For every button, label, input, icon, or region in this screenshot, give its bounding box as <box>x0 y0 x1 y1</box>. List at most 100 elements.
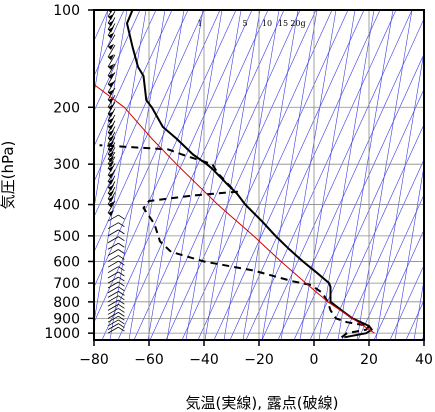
wind-barb-flag <box>108 13 114 20</box>
wind-barb-shaft <box>107 44 116 58</box>
wind-barb-flag <box>108 81 114 88</box>
wind-barb <box>107 34 116 50</box>
wind-barb <box>107 308 125 315</box>
wind-barb-flag <box>108 178 114 185</box>
y-tick-label: 400 <box>53 198 80 214</box>
wind-barb-flag <box>108 72 114 79</box>
wind-barb-flag <box>108 156 114 163</box>
wind-barb <box>107 260 125 268</box>
wind-barb-flag <box>108 54 114 61</box>
background-isoline <box>94 10 141 112</box>
background-isoline <box>165 10 317 340</box>
wind-barb-feather <box>118 308 125 313</box>
wind-barb <box>107 44 116 61</box>
mixing-ratio-labels: 1 5 10 15 20g <box>197 19 305 28</box>
wind-barb <box>107 54 116 70</box>
background-isoline <box>94 10 237 324</box>
wind-barb-shaft <box>107 315 119 323</box>
wind-barb-shaft <box>107 255 119 262</box>
y-tick-label: 700 <box>53 276 80 292</box>
wind-barb-shaft <box>107 326 119 334</box>
x-tick-label: −40 <box>189 352 219 368</box>
y-axis-title: 気圧(hPa) <box>0 141 17 210</box>
wind-barb <box>107 323 125 330</box>
wind-barb-feather <box>118 319 125 325</box>
background-isoline <box>261 10 318 340</box>
wind-barb-feather <box>118 299 125 305</box>
wind-barb <box>107 303 125 311</box>
wind-barb-feather <box>118 286 125 292</box>
wind-barb-flag <box>108 135 114 142</box>
wind-barb-flag <box>108 151 114 158</box>
y-tick-label: 200 <box>53 100 80 116</box>
background-isoline <box>185 10 242 340</box>
background-isoline <box>357 194 424 340</box>
wind-barb-shaft <box>107 236 119 244</box>
wind-barb <box>107 315 125 323</box>
background-isoline <box>197 10 349 340</box>
wind-barb-shaft <box>107 291 119 298</box>
wind-barb-flag <box>108 161 114 168</box>
wind-barb <box>107 281 125 289</box>
mixing-ratio-label: 5 <box>242 19 247 28</box>
background-isoline <box>223 10 280 340</box>
wind-barb-feather <box>118 242 125 248</box>
x-tick-label: 0 <box>310 352 319 368</box>
wind-barb <box>107 291 125 298</box>
background-isoline <box>128 10 185 340</box>
wind-barb <box>107 271 125 279</box>
wind-barb-shaft <box>107 214 119 222</box>
background-isoline <box>394 164 424 340</box>
wind-barb <box>107 255 125 262</box>
background-isoline <box>101 10 253 340</box>
background-isoline <box>375 50 424 340</box>
wind-barb-flag <box>108 89 114 96</box>
y-tick-label: 500 <box>53 229 80 245</box>
wind-barb-shaft <box>107 72 116 85</box>
wind-barb <box>107 236 125 244</box>
gridlines <box>94 10 424 340</box>
wind-barb-feather <box>118 323 125 328</box>
x-tick-label: 40 <box>415 352 433 368</box>
background-isoline <box>337 10 394 340</box>
wind-barb-feather <box>118 291 125 296</box>
mixing-ratio-label: 10 <box>262 19 272 28</box>
wind-barb-flag <box>108 63 114 70</box>
wind-barb <box>107 286 125 294</box>
wind-barb-feather <box>118 222 125 228</box>
wind-barb-shaft <box>107 266 119 274</box>
wind-barb <box>107 319 125 327</box>
wind-barb <box>107 242 125 250</box>
y-tick-label: 800 <box>53 295 80 311</box>
background-isoline <box>117 10 269 340</box>
mixing-ratio-label: 15 <box>278 19 288 28</box>
wind-barb-feather <box>118 236 125 242</box>
wind-barb-shaft <box>107 319 119 327</box>
wind-barb-feather <box>118 295 125 301</box>
wind-barb-feather <box>118 312 125 317</box>
wind-barb-feather <box>118 229 125 235</box>
wind-barb-flag <box>108 196 114 203</box>
background-isoline <box>261 10 413 340</box>
background-isoline <box>149 10 301 340</box>
wind-barb <box>107 299 125 307</box>
dewpoint-line <box>99 144 370 339</box>
y-tick-label: 1000 <box>44 326 80 342</box>
wind-barb-flag <box>108 210 114 217</box>
wind-barb-feather <box>118 304 125 309</box>
wind-barb-shaft <box>107 34 116 48</box>
wind-barb-flag <box>108 146 114 153</box>
wind-barb-feather <box>118 281 125 287</box>
background-isoline <box>309 88 424 340</box>
mixing-ratio-label: 1 <box>197 19 202 28</box>
wind-barb <box>107 249 125 256</box>
background-isolines <box>94 10 424 340</box>
wind-barb <box>107 72 116 88</box>
x-axis-title: 気温(実線), 露点(破線) <box>186 394 339 412</box>
wind-barb <box>107 63 116 79</box>
wind-barb <box>107 276 125 284</box>
wind-barb-shaft <box>107 286 119 294</box>
wind-barb-feather <box>118 214 125 220</box>
background-isoline <box>325 123 424 340</box>
